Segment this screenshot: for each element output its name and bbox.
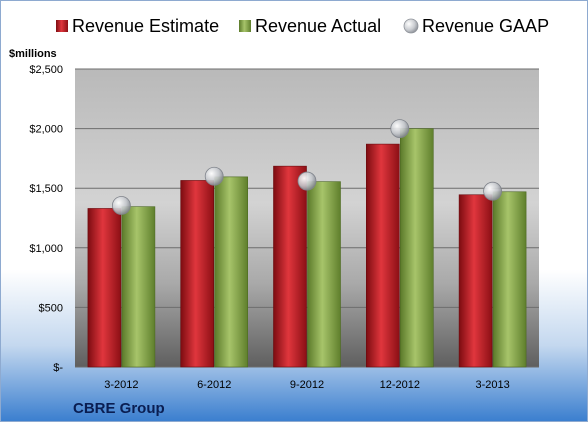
y-axis-ticks: $- $500 $1,000 $1,500 $2,000 $2,500 [29,64,63,374]
legend-label-revenue-estimate: Revenue Estimate [72,16,219,36]
y-tick-label-2500: $2,500 [29,64,63,76]
y-tick-label-1500: $1,500 [29,183,63,195]
bar-revenue-estimate-3-2013 [458,194,493,368]
x-tick-label-9-2012: 9-2012 [290,379,324,391]
legend: Revenue Estimate Revenue Actual Revenue … [56,16,549,36]
bar-revenue-actual-9-2012 [307,181,341,368]
x-tick-label-3-2013: 3-2013 [475,379,509,391]
legend-marker-revenue-gaap [403,18,419,34]
legend-label-revenue-gaap: Revenue GAAP [422,16,549,36]
bar-revenue-actual-3-2013 [492,191,527,368]
bar-revenue-actual-6-2012 [214,176,248,368]
marker-revenue-gaap-3-2012 [112,196,131,215]
y-tick-label-1000: $1,000 [29,243,63,255]
footer-company-label: CBRE Group [73,400,165,417]
bar-revenue-actual-3-2012 [121,206,156,368]
y-tick-label-500: $500 [39,302,63,314]
legend-swatch-revenue-actual [239,20,251,32]
marker-revenue-gaap-3-2013 [483,181,503,201]
legend-label-revenue-actual: Revenue Actual [255,16,381,36]
gaap-markers [112,119,503,215]
legend-swatch-revenue-estimate [56,20,68,32]
x-axis-ticks: 3-2012 6-2012 9-2012 12-2012 3-2013 [104,379,509,391]
bar-revenue-actual-12-2012 [399,128,434,368]
x-tick-label-6-2012: 6-2012 [197,379,231,391]
x-tick-label-3-2012: 3-2012 [104,379,138,391]
x-tick-label-12-2012: 12-2012 [380,379,420,391]
marker-revenue-gaap-12-2012 [390,119,410,138]
bar-revenue-estimate-12-2012 [365,143,400,368]
y-tick-label-0: $- [53,362,63,374]
y-tick-label-2000: $2,000 [29,124,63,136]
y-axis-unit-label: $millions [9,48,57,60]
marker-revenue-gaap-6-2012 [204,166,224,186]
bar-revenue-estimate-3-2012 [87,208,122,368]
bar-revenue-estimate-9-2012 [273,165,307,368]
marker-revenue-gaap-9-2012 [297,171,317,191]
bar-revenue-estimate-6-2012 [180,180,214,368]
bars [87,128,527,368]
